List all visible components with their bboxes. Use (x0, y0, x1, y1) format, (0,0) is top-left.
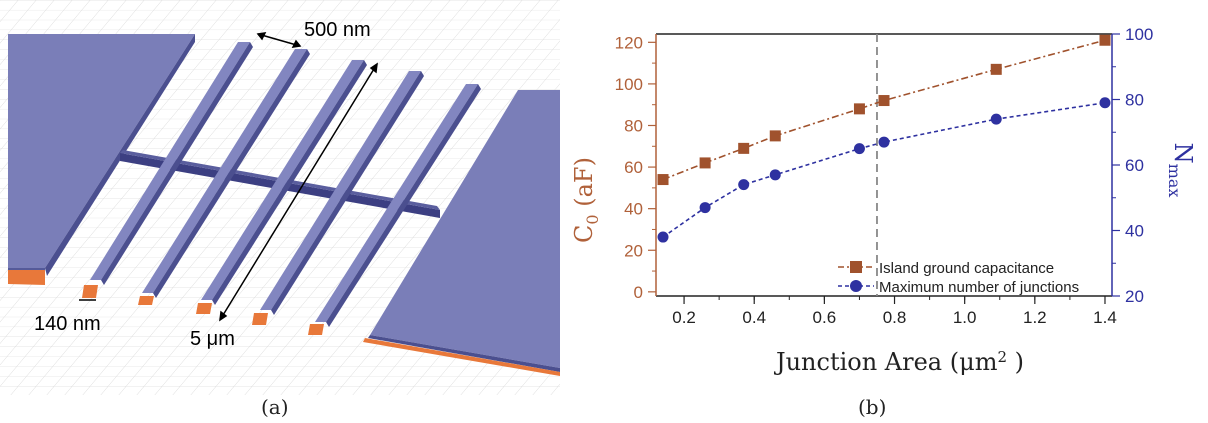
junctions-marker (990, 113, 1002, 125)
x-tick-label: 1.4 (1093, 308, 1117, 327)
junctions-marker (769, 169, 781, 181)
spacing-arrow (257, 33, 301, 47)
y-right-tick-label: 20 (1125, 287, 1144, 306)
label-spacing: 500 nm (304, 19, 371, 41)
dimension-arrows (79, 32, 378, 322)
illustration-svg: 500 nm 140 nm 5 μm (0, 0, 560, 395)
finger-5 (308, 84, 481, 335)
junctions-marker (657, 231, 669, 243)
x-axis-label: Junction Area (μm2 ) (773, 348, 1024, 376)
y-right-axis-label: Nmax (1165, 143, 1197, 198)
y-left-axis-label: C0 (aF) (570, 157, 602, 243)
capacitance-marker (738, 142, 750, 154)
caption-a: (a) (261, 395, 289, 419)
series-line-1 (662, 101, 1106, 238)
capacitance-marker (878, 95, 890, 107)
capacitance-marker (657, 174, 669, 186)
capacitance-marker (990, 63, 1002, 75)
finger-4 (252, 71, 424, 325)
y-left-tick-label: 100 (615, 75, 643, 94)
right-pad (363, 90, 560, 376)
label-width: 140 nm (34, 313, 101, 335)
capacitance-marker (769, 130, 781, 142)
finger-1 (82, 42, 253, 298)
chart-svg: 0.2 0.4 0.6 0.8 1.0 1.2 1.4 0 20 40 60 80 100 120 20 40… (570, 25, 1197, 376)
junction-array-illustration: 500 nm 140 nm 5 μm (0, 0, 560, 395)
capacitance-marker (699, 157, 711, 169)
series-line-0 (662, 39, 1106, 181)
y-left-tick-label: 0 (634, 283, 643, 302)
legend-item-capacitance: Island ground capacitance (838, 260, 1054, 277)
x-tick-label: 1.2 (1023, 308, 1047, 327)
capacitance-marker (853, 103, 865, 115)
finger-electrodes (82, 42, 481, 335)
y-right-tick-label: 60 (1125, 156, 1144, 175)
junctions-marker (738, 179, 750, 191)
label-length: 5 μm (190, 328, 235, 350)
y-right-tick-label: 40 (1125, 222, 1144, 241)
legend-square-marker (850, 261, 862, 273)
y-right-tick-label: 80 (1125, 91, 1144, 110)
x-tick-label: 0.4 (742, 308, 766, 327)
legend-item-junctions: Maximum number of junctions (838, 279, 1079, 296)
y-left-tick-label: 20 (624, 241, 643, 260)
x-tick-label: 1.0 (953, 308, 977, 327)
legend-circle-marker (850, 280, 862, 292)
legend-label-capacitance: Island ground capacitance (879, 260, 1054, 277)
junctions-marker (853, 143, 865, 155)
y-left-tick-label: 120 (615, 33, 643, 52)
junctions-marker (878, 136, 890, 148)
junctions-marker (1099, 97, 1111, 109)
y-right-tick-label: 100 (1125, 25, 1153, 44)
junctions-marker (699, 202, 711, 214)
legend-label-junctions: Maximum number of junctions (879, 279, 1079, 296)
x-tick-label: 0.6 (813, 308, 837, 327)
series (657, 34, 1111, 243)
y-left-tick-label: 80 (624, 116, 643, 135)
capacitance-chart: 0.2 0.4 0.6 0.8 1.0 1.2 1.4 0 20 40 60 80 100 120 20 40… (560, 0, 1208, 395)
capacitance-marker (1099, 34, 1111, 46)
legend: Island ground capacitance Maximum number… (838, 260, 1079, 296)
y-left-tick-label: 40 (624, 200, 643, 219)
finger-3 (196, 60, 367, 314)
y-left-tick-label: 60 (624, 158, 643, 177)
x-tick-label: 0.8 (883, 308, 907, 327)
length-arrow (219, 63, 378, 321)
x-tick-label: 0.2 (672, 308, 696, 327)
caption-b: (b) (858, 395, 887, 419)
finger-2 (138, 49, 310, 305)
axes: 0.2 0.4 0.6 0.8 1.0 1.2 1.4 0 20 40 60 80 100 120 20 40… (615, 25, 1154, 327)
